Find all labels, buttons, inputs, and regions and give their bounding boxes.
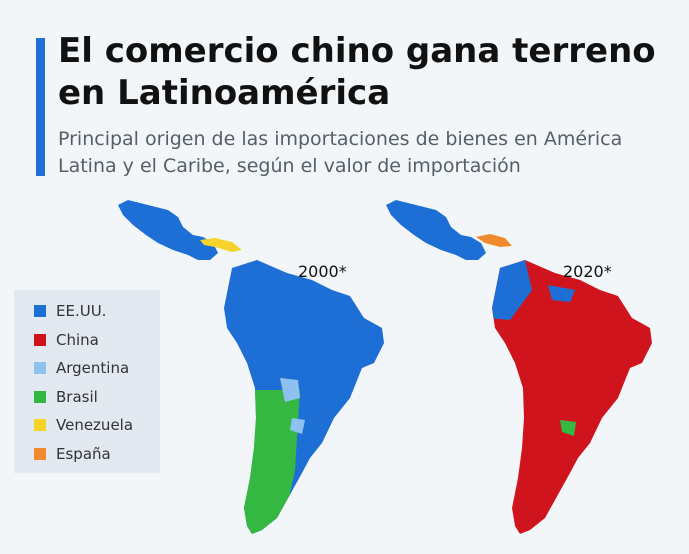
legend-item-argentina: Argentina [14, 354, 160, 383]
legend-swatch [34, 447, 46, 460]
brasil-origin-region-2020 [560, 420, 576, 436]
legend-label: Argentina [56, 359, 130, 378]
legend-swatch [34, 419, 46, 432]
caribbean-region [200, 238, 242, 252]
map-2020 [386, 200, 652, 534]
legend-label: España [56, 444, 111, 463]
map-year-label-2020: 2020* [563, 262, 612, 281]
legend-swatch [34, 362, 46, 375]
argentina-origin-region-2 [290, 418, 305, 434]
legend-item-espana: España [14, 440, 160, 469]
legend-label: Venezuela [56, 416, 134, 435]
brasil-origin-region [224, 390, 300, 534]
legend-item-china: China [14, 326, 160, 355]
guianas-region-2020 [548, 285, 575, 302]
legend-label: Brasil [56, 387, 98, 406]
legend-label: EE.UU. [56, 302, 107, 321]
legend-item-brasil: Brasil [14, 383, 160, 412]
map-year-label-2000: 2000* [298, 262, 347, 281]
central-america-region-2020 [386, 200, 486, 260]
legend-swatch [34, 390, 46, 403]
caribbean-region-2020 [476, 234, 512, 247]
central-america-region [118, 200, 218, 260]
argentina-origin-region [280, 378, 300, 402]
page-title: El comercio chino gana terreno en Latino… [58, 31, 656, 113]
legend: EE.UU. China Argentina Brasil Venezuela … [14, 290, 160, 473]
legend-label: China [56, 330, 99, 349]
title-accent-bar [36, 38, 45, 176]
legend-item-venezuela: Venezuela [14, 411, 160, 440]
legend-item-eeuu: EE.UU. [14, 297, 160, 326]
page-subtitle: Principal origen de las importaciones de… [58, 128, 623, 177]
legend-swatch [34, 333, 46, 346]
legend-swatch [34, 305, 46, 318]
